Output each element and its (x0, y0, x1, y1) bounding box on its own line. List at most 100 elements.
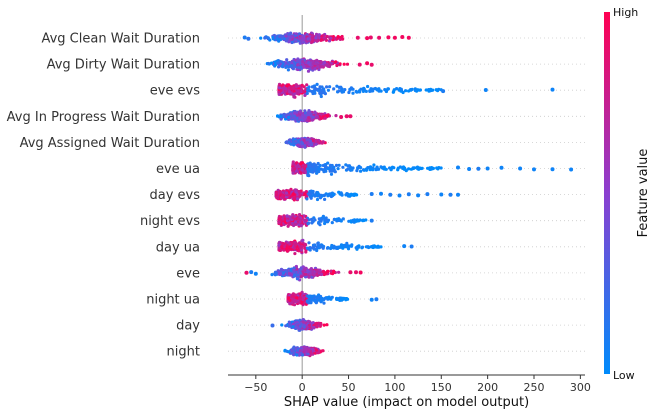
shap-dot (286, 68, 290, 72)
shap-dot (303, 117, 307, 121)
shap-dot (355, 169, 359, 173)
shap-dot (313, 243, 317, 247)
shap-dot (322, 244, 326, 249)
shap-dot (312, 247, 316, 251)
shap-dot (369, 62, 374, 67)
shap-dot (291, 270, 296, 274)
shap-dot (284, 191, 289, 195)
shap-dot (369, 297, 374, 302)
shap-dot (313, 299, 317, 303)
shap-dot (299, 275, 303, 279)
shap-dot (418, 88, 422, 92)
shap-dot (281, 83, 285, 87)
shap-dot (371, 168, 375, 172)
shap-dot (293, 167, 297, 171)
shap-dot (275, 37, 279, 41)
shap-dot (359, 166, 363, 170)
shap-dot (308, 323, 312, 327)
feature-dots (265, 57, 374, 73)
shap-dot (291, 171, 295, 175)
shap-dot (362, 218, 366, 223)
shap-dot (358, 270, 363, 275)
shap-dot (285, 214, 289, 218)
shap-dot (294, 85, 298, 89)
shap-dot (320, 85, 324, 89)
shap-dot (294, 139, 298, 143)
shap-dot (351, 91, 355, 95)
shap-dot (307, 275, 311, 279)
shap-dot (383, 167, 387, 171)
shap-dot (318, 268, 322, 272)
shap-dot (306, 37, 310, 41)
shap-dot (293, 243, 297, 247)
shap-dot (295, 92, 300, 96)
shap-dot (305, 113, 309, 117)
shap-dot (485, 166, 490, 171)
shap-dot (285, 58, 289, 62)
shap-dot (306, 173, 310, 177)
shap-dot (388, 192, 393, 197)
shap-dot (284, 87, 288, 91)
shap-dot (354, 246, 358, 250)
shap-dot (292, 86, 296, 90)
shap-dot (323, 37, 327, 41)
shap-dot (301, 297, 305, 302)
shap-dot (329, 172, 334, 176)
shap-dot (294, 38, 298, 42)
shap-dot (402, 167, 406, 171)
shap-dot (341, 165, 345, 169)
shap-dot (409, 244, 414, 249)
shap-dot (331, 193, 335, 197)
shap-dot (301, 89, 305, 93)
shap-dot (328, 85, 332, 89)
shap-dot (341, 37, 345, 41)
shap-dot (330, 243, 334, 248)
shap-dot (301, 265, 305, 269)
shap-dot (311, 62, 315, 66)
shap-dot (366, 84, 370, 89)
shap-dot (313, 168, 317, 172)
shap-dot (292, 223, 296, 228)
shap-dot (345, 245, 349, 249)
feature-dots (277, 238, 414, 256)
shap-dot (302, 65, 306, 69)
shap-dot (289, 142, 293, 146)
shap-dot (354, 270, 358, 275)
shap-dot (310, 217, 314, 221)
shap-dot (288, 38, 292, 42)
feature-dots (284, 136, 327, 149)
shap-dot (316, 296, 320, 300)
shap-dot (279, 114, 283, 118)
shap-dot (288, 242, 292, 246)
shap-dot (308, 294, 312, 298)
shap-dot (274, 63, 278, 67)
shap-dot (290, 64, 294, 68)
shap-dot (369, 192, 374, 196)
shap-dot (345, 62, 350, 66)
shap-dot (297, 165, 301, 169)
shap-dot (295, 89, 299, 93)
shap-dot (285, 349, 289, 353)
shap-dot (310, 221, 314, 225)
shap-dot (296, 139, 300, 143)
shap-dot (289, 35, 293, 39)
shap-dot (377, 35, 382, 40)
shap-dot (372, 163, 376, 167)
feature-dots (276, 109, 353, 123)
shap-dot (339, 244, 343, 249)
shap-dot (323, 116, 327, 120)
shap-dot (299, 267, 303, 271)
shap-dot (270, 273, 274, 277)
shap-dot (284, 39, 288, 43)
shap-dot (334, 114, 338, 118)
shap-dot (308, 164, 312, 168)
shap-dot (359, 169, 363, 173)
shap-dot (337, 89, 341, 93)
shap-dot (301, 168, 305, 172)
shap-dot (301, 144, 305, 148)
shap-dot (280, 245, 284, 249)
shap-dot (309, 114, 313, 118)
shap-dot (404, 89, 408, 93)
shap-dot (319, 272, 323, 277)
